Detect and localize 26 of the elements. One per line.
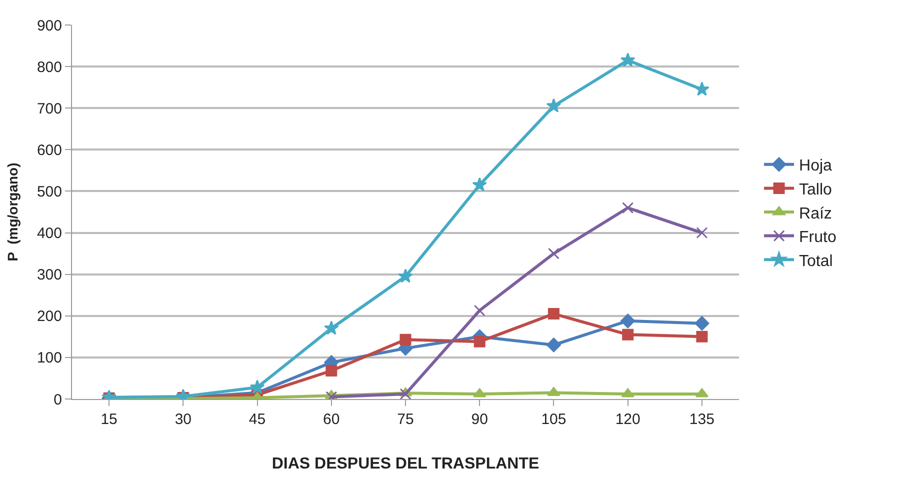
x-tick-label: 135 — [689, 411, 714, 428]
y-tick-label: 800 — [36, 58, 62, 76]
x-tick-label: 90 — [471, 411, 488, 428]
y-tick-label: 200 — [36, 308, 62, 326]
y-tick-label: 400 — [36, 225, 62, 242]
legend-label: Hoja — [799, 158, 832, 175]
x-tick-label: 120 — [615, 411, 640, 428]
x-axis-title: DIAS DESPUES DEL TRASPLANTE — [272, 456, 540, 473]
legend-label: Tallo — [799, 181, 832, 198]
x-tick-label: 30 — [174, 411, 192, 428]
legend-label: Raíz — [799, 205, 832, 222]
y-tick-label: 700 — [36, 100, 62, 118]
y-tick-label: 500 — [36, 183, 62, 200]
legend-label: Total — [799, 252, 833, 270]
x-tick-label: 105 — [541, 411, 566, 428]
y-tick-label: 600 — [36, 142, 62, 159]
y-axis-title: P (mg/organo) — [4, 162, 21, 262]
x-tick-label: 45 — [248, 411, 266, 428]
x-tick-label: 75 — [397, 411, 414, 428]
y-tick-label: 900 — [36, 17, 62, 34]
x-tick-label: 60 — [323, 411, 340, 428]
y-tick-label: 0 — [54, 391, 62, 408]
legend-label: Fruto — [799, 229, 836, 246]
x-tick-label: 15 — [100, 411, 118, 428]
y-tick-label: 300 — [36, 266, 62, 284]
y-tick-label: 100 — [36, 350, 62, 367]
